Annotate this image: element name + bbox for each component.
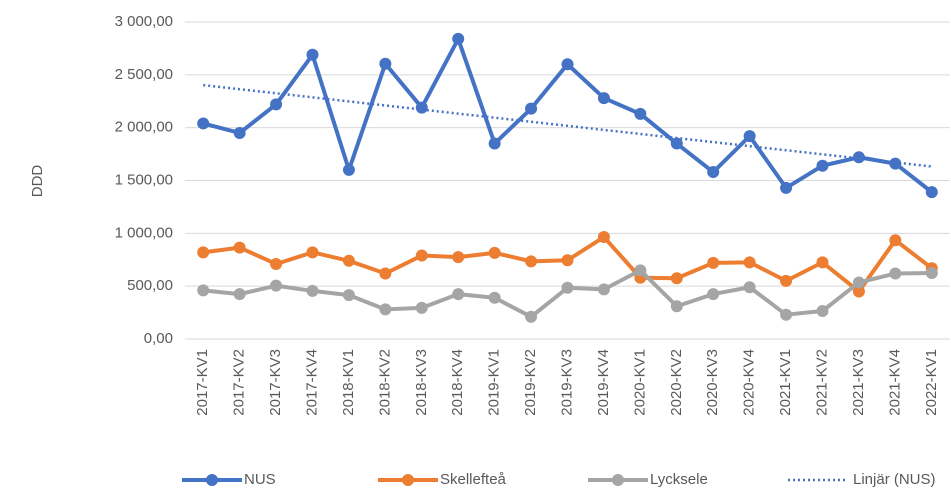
legend-label: Linjär (NUS) <box>853 471 936 488</box>
point <box>525 310 538 323</box>
point <box>379 267 392 280</box>
x-tick-label: 2017-KV2 <box>231 349 248 416</box>
point <box>743 281 756 294</box>
point <box>452 32 465 45</box>
point <box>634 107 647 120</box>
x-tick-label: 2017-KV3 <box>267 349 284 416</box>
point <box>634 264 647 277</box>
point <box>306 48 319 61</box>
point <box>707 256 720 269</box>
point <box>488 246 501 259</box>
point <box>707 166 720 179</box>
x-tick-label: 2018-KV1 <box>340 349 357 416</box>
point <box>925 186 938 199</box>
y-tick-label: 500,00 <box>127 277 173 294</box>
legend-marker <box>206 474 218 486</box>
point <box>816 159 829 172</box>
x-tick-label: 2021-KV1 <box>777 349 794 416</box>
point <box>379 57 392 70</box>
point <box>233 288 246 301</box>
x-tick-label: 2020-KV1 <box>631 349 648 416</box>
x-tick-label: 2019-KV1 <box>486 349 503 416</box>
point <box>852 276 865 289</box>
point <box>197 117 210 130</box>
y-tick-label: 0,00 <box>144 330 173 347</box>
point <box>670 272 683 285</box>
point <box>488 137 501 150</box>
point <box>342 289 355 302</box>
point <box>816 256 829 269</box>
x-tick-label: 2017-KV4 <box>303 349 320 416</box>
x-tick-label: 2017-KV1 <box>194 349 211 416</box>
point <box>925 266 938 279</box>
point <box>597 283 610 296</box>
point <box>525 255 538 268</box>
point <box>452 288 465 301</box>
x-tick-label: 2018-KV4 <box>449 349 466 416</box>
point <box>415 101 428 114</box>
point <box>889 267 902 280</box>
legend-label: Lycksele <box>650 471 708 488</box>
point <box>488 291 501 304</box>
point <box>780 181 793 194</box>
point <box>306 284 319 297</box>
point <box>197 284 210 297</box>
point <box>852 151 865 164</box>
x-tick-label: 2020-KV3 <box>704 349 721 416</box>
y-tick-label: 1 500,00 <box>115 171 173 188</box>
point <box>561 58 574 71</box>
point <box>670 300 683 313</box>
x-tick-label: 2021-KV4 <box>886 349 903 416</box>
point <box>743 256 756 269</box>
point <box>525 102 538 115</box>
point <box>707 288 720 301</box>
x-tick-label: 2018-KV2 <box>376 349 393 416</box>
point <box>233 126 246 139</box>
legend-marker <box>612 474 624 486</box>
point <box>561 254 574 267</box>
x-tick-label: 2020-KV2 <box>668 349 685 416</box>
y-tick-label: 3 000,00 <box>115 13 173 30</box>
point <box>342 163 355 176</box>
x-tick-label: 2021-KV2 <box>813 349 830 416</box>
x-tick-label: 2020-KV4 <box>741 349 758 416</box>
x-tick-label: 2019-KV3 <box>558 349 575 416</box>
point <box>597 231 610 244</box>
x-tick-label: 2018-KV3 <box>413 349 430 416</box>
y-tick-label: 2 500,00 <box>115 66 173 83</box>
y-axis-label: DDD <box>29 165 46 198</box>
x-tick-label: 2019-KV4 <box>595 349 612 416</box>
legend-label: Skellefteå <box>440 471 507 488</box>
y-tick-label: 2 000,00 <box>115 119 173 136</box>
point <box>415 301 428 314</box>
x-tick-label: 2022-KV1 <box>923 349 940 416</box>
point <box>197 246 210 259</box>
point <box>597 92 610 105</box>
legend-marker <box>402 474 414 486</box>
point <box>270 257 283 270</box>
legend-label: NUS <box>244 471 276 488</box>
point <box>816 304 829 317</box>
point <box>889 234 902 247</box>
point <box>306 246 319 259</box>
x-tick-label: 2021-KV3 <box>850 349 867 416</box>
point <box>561 281 574 294</box>
y-tick-label: 1 000,00 <box>115 224 173 241</box>
point <box>342 254 355 267</box>
point <box>780 274 793 287</box>
point <box>415 249 428 262</box>
point <box>852 285 865 298</box>
x-tick-label: 2019-KV2 <box>522 349 539 416</box>
point <box>670 137 683 150</box>
point <box>233 241 246 254</box>
trendline <box>203 83 932 168</box>
point <box>452 251 465 264</box>
point <box>270 279 283 292</box>
point <box>379 303 392 316</box>
point <box>743 130 756 143</box>
point <box>780 308 793 321</box>
point <box>270 98 283 111</box>
